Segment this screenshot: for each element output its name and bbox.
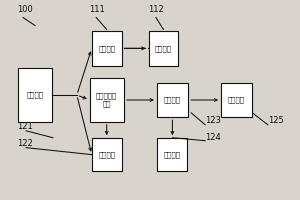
Bar [89,78,124,122]
Text: 124: 124 [205,133,221,142]
Text: 脫液成塑: 脫液成塑 [98,45,115,52]
Text: 100: 100 [17,5,33,14]
Text: 砂克干燥: 砂克干燥 [98,151,115,158]
Bar [157,83,188,117]
Bar [158,138,187,171]
Text: 氣液分離: 氣液分離 [26,92,44,98]
Text: 脫水干燥: 脫水干燥 [155,45,172,52]
Text: 號克干燥: 號克干燥 [164,151,181,158]
Bar [92,138,122,171]
Text: 一級沉淀: 一級沉淀 [164,97,181,103]
Bar [148,31,178,66]
Text: 122: 122 [17,139,33,148]
Bar [92,31,122,66]
Text: 皮粉沉淀取
麥粉: 皮粉沉淀取 麥粉 [96,93,117,107]
Bar [18,68,52,122]
Text: 121: 121 [17,122,33,131]
Text: 125: 125 [268,116,284,125]
Text: 112: 112 [148,5,164,14]
Text: 二級沉淀: 二級沉淀 [228,97,245,103]
Bar [221,83,252,117]
Text: 123: 123 [205,116,221,125]
Text: 111: 111 [89,5,104,14]
